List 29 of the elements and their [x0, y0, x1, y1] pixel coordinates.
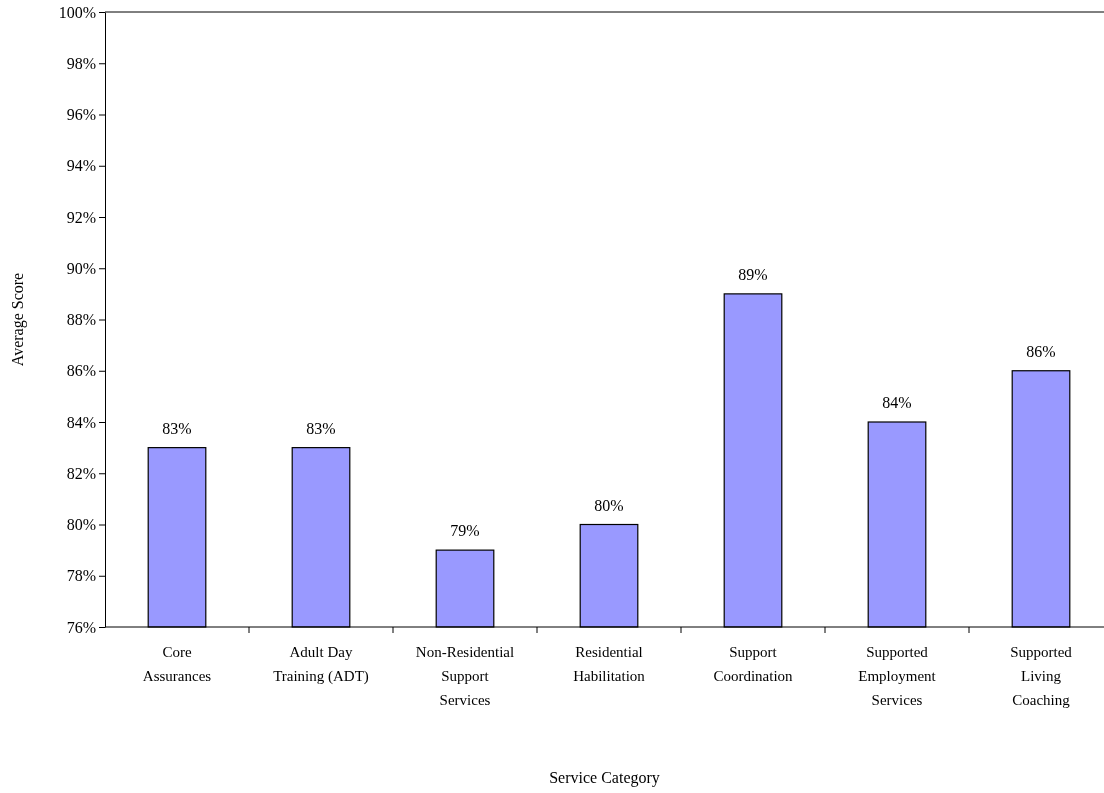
x-tick-label: Supported Living Coaching — [1010, 644, 1073, 708]
x-axis-title: Service Category — [549, 769, 660, 787]
x-tick-label: Support Coordination — [713, 644, 794, 684]
data-label: 80% — [594, 496, 624, 514]
y-tick-label: 76% — [66, 618, 96, 636]
y-tick-label: 98% — [66, 54, 96, 72]
y-tick-label: 84% — [66, 413, 96, 431]
data-label: 89% — [738, 265, 768, 283]
y-tick-label: 92% — [66, 208, 96, 226]
y-tick-label: 88% — [66, 311, 96, 329]
y-tick-label: 80% — [66, 516, 96, 534]
x-tick-label: Adult Day Training (ADT) — [273, 644, 369, 685]
x-tick-label: Non-Residential Support Services — [415, 644, 515, 708]
y-axis-title: Average Score — [9, 272, 27, 367]
x-tick-label: Supported Employment Services — [858, 644, 937, 708]
y-tick-label: 96% — [66, 106, 96, 124]
data-label: 84% — [882, 394, 912, 411]
data-label: 79% — [450, 522, 480, 540]
y-tick-label: 78% — [66, 567, 96, 585]
data-label: 83% — [162, 419, 192, 437]
y-tick-label: 100% — [58, 3, 96, 21]
data-label: 83% — [306, 419, 336, 437]
x-tick-label: Residential Habilitation — [573, 644, 646, 684]
y-tick-label: 90% — [66, 259, 96, 277]
x-tick-label: Core Assurances — [142, 644, 212, 684]
y-tick-label: 82% — [66, 464, 96, 482]
y-tick-label: 94% — [66, 157, 96, 175]
data-label: 86% — [1026, 342, 1056, 360]
y-tick-label: 86% — [66, 362, 96, 380]
